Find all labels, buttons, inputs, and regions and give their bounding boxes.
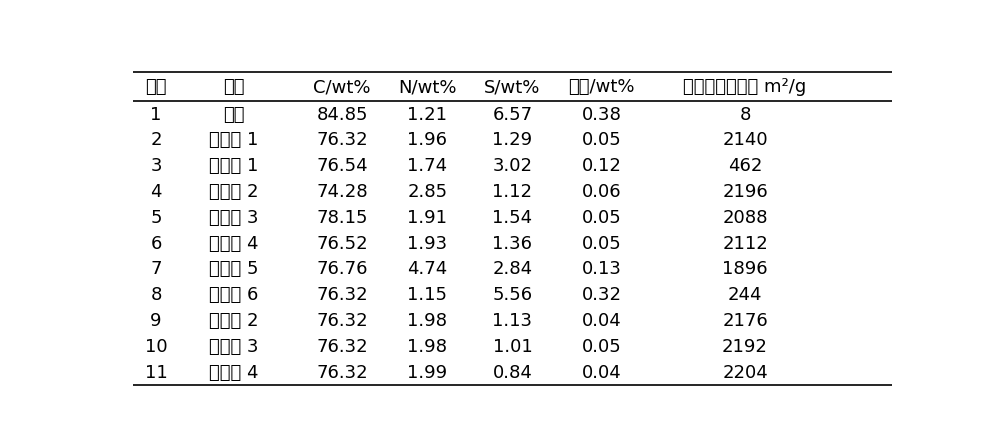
Text: 1.91: 1.91 (407, 208, 447, 226)
Text: 2.85: 2.85 (407, 183, 447, 201)
Text: 84.85: 84.85 (316, 106, 368, 124)
Text: 10: 10 (145, 337, 167, 355)
Text: 0.05: 0.05 (582, 234, 622, 252)
Text: 对比例 4: 对比例 4 (209, 234, 258, 252)
Text: 0.04: 0.04 (582, 363, 622, 381)
Text: 实施例 1: 实施例 1 (209, 131, 258, 149)
Text: 0.32: 0.32 (582, 286, 622, 304)
Text: 1: 1 (150, 106, 162, 124)
Text: 活化后比表面积 m²/g: 活化后比表面积 m²/g (683, 78, 807, 96)
Text: 1896: 1896 (722, 260, 768, 278)
Text: 9: 9 (150, 311, 162, 329)
Text: 1.01: 1.01 (493, 337, 532, 355)
Text: 实施例 4: 实施例 4 (209, 363, 258, 381)
Text: 4: 4 (150, 183, 162, 201)
Text: S/wt%: S/wt% (484, 78, 541, 96)
Text: 1.29: 1.29 (492, 131, 533, 149)
Text: 76.52: 76.52 (316, 234, 368, 252)
Text: 1.93: 1.93 (407, 234, 447, 252)
Text: 4.74: 4.74 (407, 260, 447, 278)
Text: 8: 8 (150, 286, 162, 304)
Text: 76.32: 76.32 (316, 337, 368, 355)
Text: 实施例 2: 实施例 2 (209, 311, 258, 329)
Text: 0.12: 0.12 (582, 157, 622, 175)
Text: 1.12: 1.12 (492, 183, 532, 201)
Text: 0.05: 0.05 (582, 208, 622, 226)
Text: 2204: 2204 (722, 363, 768, 381)
Text: 1.74: 1.74 (407, 157, 447, 175)
Text: 对比例 5: 对比例 5 (209, 260, 258, 278)
Text: 1.13: 1.13 (492, 311, 532, 329)
Text: 0.04: 0.04 (582, 311, 622, 329)
Text: 76.32: 76.32 (316, 131, 368, 149)
Text: 对比例 1: 对比例 1 (209, 157, 258, 175)
Text: 1.15: 1.15 (407, 286, 447, 304)
Text: 5.56: 5.56 (492, 286, 533, 304)
Text: 1.36: 1.36 (492, 234, 532, 252)
Text: 76.76: 76.76 (316, 260, 368, 278)
Text: 0.05: 0.05 (582, 131, 622, 149)
Text: 6: 6 (150, 234, 162, 252)
Text: 0.06: 0.06 (582, 183, 621, 201)
Text: 244: 244 (728, 286, 762, 304)
Text: 2176: 2176 (722, 311, 768, 329)
Text: 74.28: 74.28 (316, 183, 368, 201)
Text: 2192: 2192 (722, 337, 768, 355)
Text: 1.99: 1.99 (407, 363, 447, 381)
Text: 1.96: 1.96 (407, 131, 447, 149)
Text: 对比例 3: 对比例 3 (209, 208, 258, 226)
Text: 对比例 6: 对比例 6 (209, 286, 258, 304)
Text: 0.05: 0.05 (582, 337, 622, 355)
Text: 1.21: 1.21 (407, 106, 447, 124)
Text: 原焦: 原焦 (223, 106, 244, 124)
Text: 3.02: 3.02 (492, 157, 532, 175)
Text: 灰分/wt%: 灰分/wt% (568, 78, 635, 96)
Text: 76.32: 76.32 (316, 286, 368, 304)
Text: C/wt%: C/wt% (313, 78, 371, 96)
Text: N/wt%: N/wt% (398, 78, 456, 96)
Text: 1.98: 1.98 (407, 337, 447, 355)
Text: 对比例 2: 对比例 2 (209, 183, 258, 201)
Text: 2112: 2112 (722, 234, 768, 252)
Text: 编号: 编号 (145, 78, 167, 96)
Text: 1.54: 1.54 (492, 208, 533, 226)
Text: 76.32: 76.32 (316, 311, 368, 329)
Text: 7: 7 (150, 260, 162, 278)
Text: 2196: 2196 (722, 183, 768, 201)
Text: 0.84: 0.84 (493, 363, 532, 381)
Text: 2140: 2140 (722, 131, 768, 149)
Text: 1.98: 1.98 (407, 311, 447, 329)
Text: 6.57: 6.57 (492, 106, 533, 124)
Text: 76.32: 76.32 (316, 363, 368, 381)
Text: 2088: 2088 (722, 208, 768, 226)
Text: 实施例 3: 实施例 3 (209, 337, 258, 355)
Text: 11: 11 (145, 363, 167, 381)
Text: 462: 462 (728, 157, 762, 175)
Text: 8: 8 (739, 106, 751, 124)
Text: 2: 2 (150, 131, 162, 149)
Text: 78.15: 78.15 (316, 208, 368, 226)
Text: 2.84: 2.84 (492, 260, 533, 278)
Text: 3: 3 (150, 157, 162, 175)
Text: 样品: 样品 (223, 78, 244, 96)
Text: 0.13: 0.13 (582, 260, 622, 278)
Text: 76.54: 76.54 (316, 157, 368, 175)
Text: 5: 5 (150, 208, 162, 226)
Text: 0.38: 0.38 (582, 106, 622, 124)
